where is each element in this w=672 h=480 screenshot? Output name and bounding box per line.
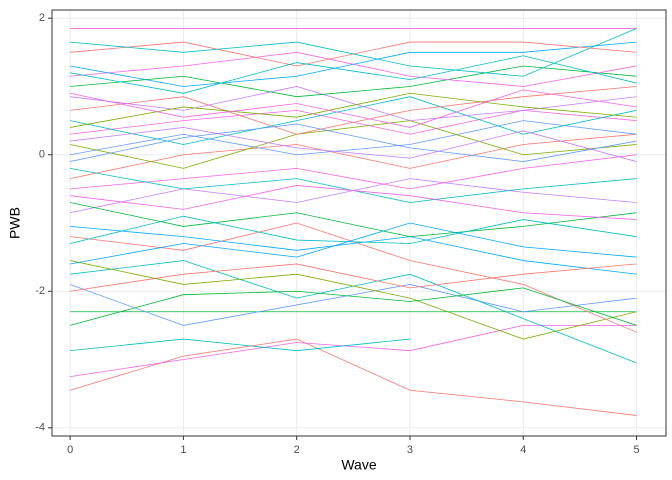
y-tick-label: -4 [35, 422, 45, 434]
series-line [70, 55, 637, 94]
series-line [70, 86, 637, 135]
series-line [70, 287, 637, 326]
x-tick-label: 0 [67, 444, 73, 456]
series-line [70, 41, 637, 87]
series-line [70, 65, 637, 98]
series-line [70, 185, 637, 220]
y-axis-title: PWB [7, 207, 23, 239]
series-line [70, 120, 637, 169]
panel-border [51, 9, 667, 437]
x-tick-label: 2 [294, 444, 300, 456]
y-tick-label: 0 [39, 149, 45, 161]
series-line [70, 263, 637, 292]
series-line [70, 89, 637, 128]
series-line [70, 86, 637, 122]
series-line [70, 338, 411, 352]
series-line [70, 92, 637, 128]
x-tick-label: 5 [633, 444, 639, 456]
x-tick-label: 3 [407, 444, 413, 456]
series-line [70, 226, 637, 275]
series-line [70, 260, 637, 340]
series-line [70, 325, 637, 378]
series-line [70, 123, 637, 162]
series-line [70, 222, 637, 265]
x-tick-label: 1 [180, 444, 186, 456]
series-line [70, 120, 637, 156]
x-axis-title: Wave [341, 457, 376, 473]
series-line [69, 284, 637, 326]
x-tick-label: 4 [520, 444, 526, 456]
series-line [70, 133, 637, 180]
series-line [70, 96, 637, 145]
series-line [70, 154, 637, 190]
y-tick-label: -2 [35, 285, 45, 297]
series-line [70, 202, 637, 238]
series-line [70, 215, 637, 244]
y-tick-label: 2 [39, 12, 45, 24]
series-line [70, 127, 637, 162]
series-line [70, 338, 637, 416]
series-line [70, 28, 637, 77]
